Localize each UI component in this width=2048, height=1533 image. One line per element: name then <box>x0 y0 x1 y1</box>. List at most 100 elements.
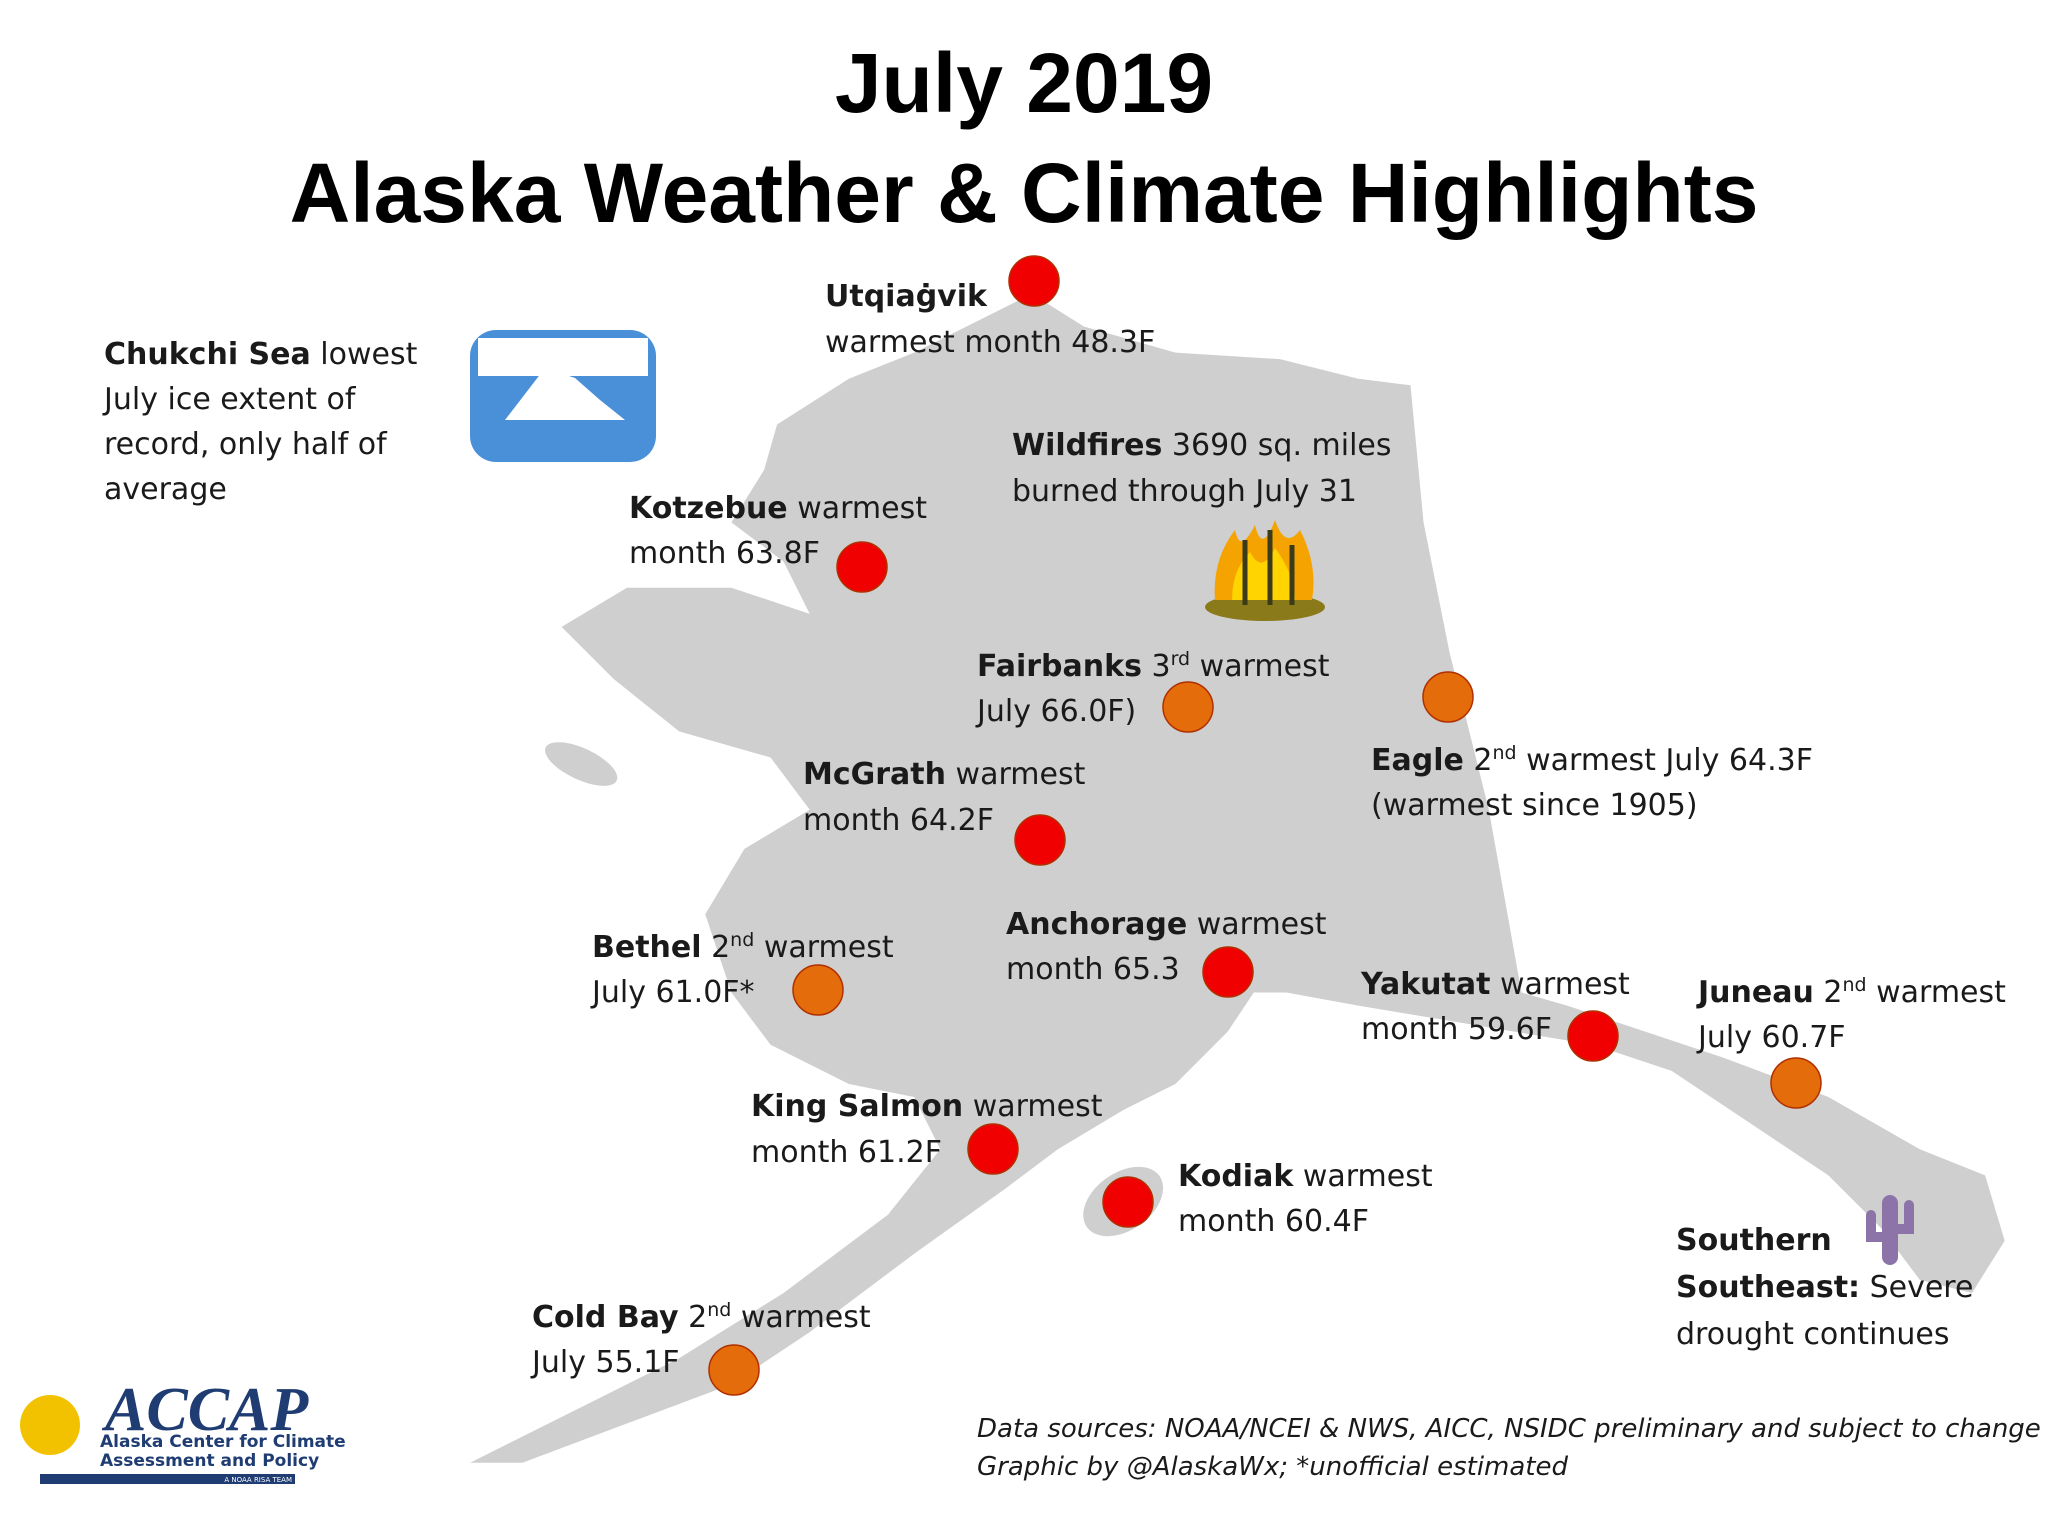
source-note: Data sources: NOAA/NCEI & NWS, AICC, NSI… <box>977 1414 2041 1444</box>
title: Alaska Weather & Climate Highlights <box>290 146 1759 240</box>
logo-text: Alaska Center for Climate <box>100 1432 346 1452</box>
marker <box>708 1344 760 1396</box>
callout-text: July 61.0F* <box>590 975 755 1010</box>
marker <box>967 1123 1019 1175</box>
callout-line: July ice extent of <box>102 382 357 417</box>
callout-text: 3690 sq. miles <box>1162 428 1391 463</box>
cactus-icon <box>1866 1195 1914 1265</box>
callout-line: month 61.2F <box>751 1135 942 1170</box>
callout-text: month 63.8F <box>629 536 820 571</box>
callout-line: month 63.8F <box>629 536 820 571</box>
place-name: Southeast: <box>1676 1270 1860 1305</box>
callout-text: nd <box>707 1299 731 1321</box>
title: July 2019 <box>835 36 1213 130</box>
callout-text: July 66.0F) <box>975 694 1136 729</box>
callout-text: (warmest since 1905) <box>1371 788 1698 823</box>
callout-text: month 59.6F <box>1361 1012 1552 1047</box>
callout-text: month 60.4F <box>1178 1204 1369 1239</box>
callout-line: average <box>104 472 227 507</box>
callout-line: July 66.0F) <box>975 694 1136 729</box>
callout-text: warmest <box>731 1300 871 1335</box>
callout-line: Eagle 2nd warmest July 64.3F <box>1371 742 1813 778</box>
callout-text: month 61.2F <box>751 1135 942 1170</box>
place-name: Juneau <box>1696 975 1814 1010</box>
place-name: Southern <box>1676 1223 1832 1258</box>
marker <box>1202 946 1254 998</box>
callout-line: Anchorage warmest <box>1006 907 1327 942</box>
marker <box>1770 1057 1822 1109</box>
sea-ice-icon <box>470 330 656 462</box>
place-name: Cold Bay <box>532 1300 679 1335</box>
callout-text: warmest <box>946 757 1086 792</box>
callout-line: Kodiak warmest <box>1178 1159 1433 1194</box>
callout-line: Juneau 2nd warmest <box>1696 974 2006 1010</box>
callouts: Utqiaġvik warmest month 48.3F Chukchi Sea … <box>102 255 2006 1396</box>
callout-text: lowest <box>311 337 418 372</box>
callout-line: burned through July 31 <box>1012 474 1357 509</box>
source-note: Graphic by @AlaskaWx; *unofficial estima… <box>977 1452 1568 1482</box>
marker <box>836 541 888 593</box>
callout-text: warmest July 64.3F <box>1517 743 1813 778</box>
callout-line: month 64.2F <box>803 803 994 838</box>
callout-text: July ice extent of <box>102 382 357 417</box>
place-name: Kotzebue <box>629 491 788 526</box>
callout-line: July 60.7F <box>1696 1020 1846 1055</box>
callout-text: drought continues <box>1676 1317 1950 1352</box>
callout-text: warmest <box>1190 649 1330 684</box>
callout-text: 2 <box>679 1300 708 1335</box>
marker <box>1102 1176 1154 1228</box>
callout-text: July 60.7F <box>1696 1020 1846 1055</box>
callout-line: July 55.1F <box>530 1345 680 1380</box>
callout-text: warmest <box>788 491 928 526</box>
callout-line: Wildfires 3690 sq. miles <box>1012 428 1392 463</box>
callout-text: record, only half of <box>104 427 388 462</box>
place-name: Yakutat <box>1360 967 1490 1002</box>
callout-text: warmest <box>963 1089 1103 1124</box>
marker <box>792 964 844 1016</box>
callout-line: month 59.6F <box>1361 1012 1552 1047</box>
callout-line: drought continues <box>1676 1317 1950 1352</box>
callout-text: 3 <box>1142 649 1171 684</box>
place-name: King Salmon <box>751 1089 963 1124</box>
place-name: Kodiak <box>1178 1159 1294 1194</box>
callout-text: burned through July 31 <box>1012 474 1357 509</box>
callout-line: month 60.4F <box>1178 1204 1369 1239</box>
place-name: Fairbanks <box>977 649 1142 684</box>
logo: ACCAP Alaska Center for Climate Assessme… <box>20 1376 346 1484</box>
callout-line: Yakutat warmest <box>1360 967 1630 1002</box>
logo-tag: A NOAA RISA TEAM <box>224 1476 292 1484</box>
callout-text: average <box>104 472 227 507</box>
marker <box>1008 255 1060 307</box>
callout-text: July 55.1F <box>530 1345 680 1380</box>
callout-text: 2 <box>1814 975 1843 1010</box>
logo-name: ACCAP <box>101 1376 309 1444</box>
logo-text: Assessment and Policy <box>100 1451 319 1471</box>
place-name: Eagle <box>1371 743 1464 778</box>
wildfire-icon <box>1205 520 1325 621</box>
callout-line: Southeast: Severe <box>1676 1270 1973 1305</box>
callout-text: warmest <box>1187 907 1327 942</box>
marker <box>1567 1010 1619 1062</box>
callout-line: record, only half of <box>104 427 388 462</box>
callout-line: Southern <box>1676 1223 1832 1258</box>
callout-text: 2 <box>702 930 731 965</box>
callout-line: Fairbanks 3rd warmest <box>977 648 1330 684</box>
callout-line: (warmest since 1905) <box>1371 788 1698 823</box>
callout-text: Severe <box>1860 1270 1973 1305</box>
callout-text: month 65.3 <box>1006 952 1180 987</box>
callout-text: warmest month 48.3F <box>825 325 1155 360</box>
place-name: McGrath <box>803 757 946 792</box>
marker <box>1162 681 1214 733</box>
callout-text: warmest <box>1490 967 1630 1002</box>
callout-line: Utqiaġvik <box>825 279 988 314</box>
marker <box>1014 814 1066 866</box>
callout-text: warmest <box>754 930 894 965</box>
place-name: Chukchi Sea <box>104 337 311 372</box>
callout-line: Kotzebue warmest <box>629 491 927 526</box>
marker <box>1422 671 1474 723</box>
callout-line: July 61.0F* <box>590 975 755 1010</box>
callout-line: King Salmon warmest <box>751 1089 1103 1124</box>
callout-text: 2 <box>1464 743 1493 778</box>
callout-text: rd <box>1171 648 1191 670</box>
